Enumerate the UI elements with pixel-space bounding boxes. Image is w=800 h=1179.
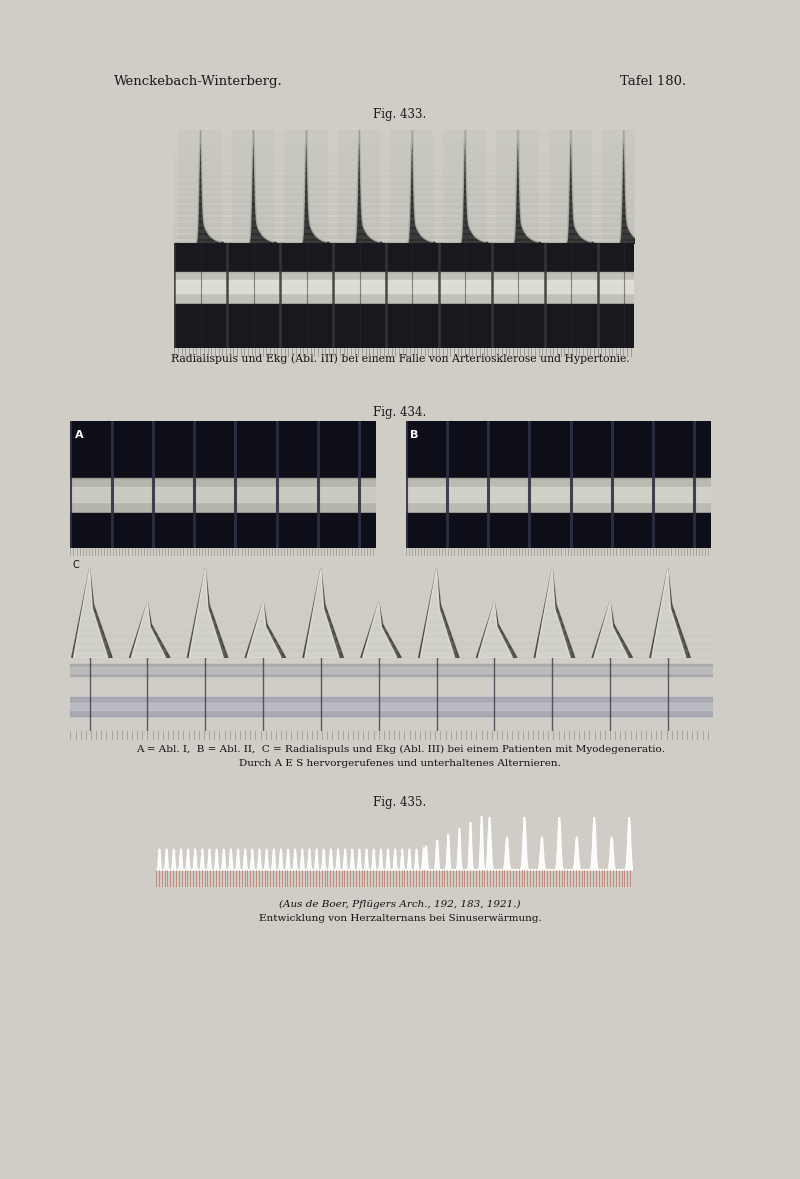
Bar xyxy=(174,243,215,348)
Polygon shape xyxy=(247,602,281,658)
Bar xyxy=(70,703,713,711)
Bar xyxy=(70,664,713,676)
Polygon shape xyxy=(650,568,690,658)
Bar xyxy=(70,697,713,717)
Bar xyxy=(70,487,376,502)
Bar xyxy=(406,421,711,479)
Text: Fig. 435.: Fig. 435. xyxy=(374,796,426,809)
Bar xyxy=(174,243,634,272)
Text: C: C xyxy=(73,560,80,569)
Text: Wenckebach-Winterberg.: Wenckebach-Winterberg. xyxy=(114,75,283,88)
Bar xyxy=(406,513,711,548)
Bar xyxy=(70,421,376,479)
Text: Durch A E S hervorgerufenes und unterhaltenes Alternieren.: Durch A E S hervorgerufenes und unterhal… xyxy=(239,759,561,769)
Text: B: B xyxy=(410,430,418,440)
Bar xyxy=(492,243,532,348)
Polygon shape xyxy=(303,568,343,658)
Polygon shape xyxy=(305,568,339,658)
Bar xyxy=(406,487,711,502)
Bar xyxy=(174,279,634,294)
Text: A = Abl. I,  B = Abl. II,  C = Radialispuls und Ekg (Abl. III) bei einem Patient: A = Abl. I, B = Abl. II, C = Radialispul… xyxy=(135,745,665,755)
Polygon shape xyxy=(592,602,633,658)
Bar xyxy=(174,272,634,304)
Text: Radialispuls und Ekg (Abl. III) bei einem Falle von Arteriosklerose und Hyperton: Radialispuls und Ekg (Abl. III) bei eine… xyxy=(170,354,630,364)
Polygon shape xyxy=(418,568,459,658)
Bar xyxy=(598,243,638,348)
Polygon shape xyxy=(536,568,570,658)
Polygon shape xyxy=(190,568,223,658)
Polygon shape xyxy=(594,602,628,658)
Text: Tafel 180.: Tafel 180. xyxy=(620,75,686,88)
Text: Entwicklung von Herzalternans bei Sinuserwärmung.: Entwicklung von Herzalternans bei Sinuse… xyxy=(258,914,542,923)
Bar xyxy=(333,243,374,348)
Bar xyxy=(545,243,585,348)
Bar xyxy=(280,243,321,348)
Polygon shape xyxy=(362,602,397,658)
Text: Fig. 433.: Fig. 433. xyxy=(374,108,426,121)
Text: Fig. 434.: Fig. 434. xyxy=(374,406,426,419)
Polygon shape xyxy=(361,602,402,658)
Polygon shape xyxy=(130,602,170,658)
Polygon shape xyxy=(421,568,454,658)
Text: A: A xyxy=(75,430,84,440)
Bar xyxy=(70,513,376,548)
Polygon shape xyxy=(534,568,574,658)
Bar xyxy=(70,667,713,673)
Bar xyxy=(174,304,634,348)
Text: (Aus de Boer, Pflügers Arch., 192, 183, 1921.): (Aus de Boer, Pflügers Arch., 192, 183, … xyxy=(279,900,521,909)
Polygon shape xyxy=(478,602,512,658)
Bar xyxy=(227,243,268,348)
Polygon shape xyxy=(74,568,108,658)
Polygon shape xyxy=(476,602,517,658)
Polygon shape xyxy=(245,602,286,658)
Polygon shape xyxy=(652,568,686,658)
Bar xyxy=(70,479,376,513)
Polygon shape xyxy=(131,602,166,658)
Bar xyxy=(386,243,426,348)
Polygon shape xyxy=(72,568,112,658)
Polygon shape xyxy=(187,568,228,658)
Bar xyxy=(406,479,711,513)
Bar xyxy=(439,243,479,348)
